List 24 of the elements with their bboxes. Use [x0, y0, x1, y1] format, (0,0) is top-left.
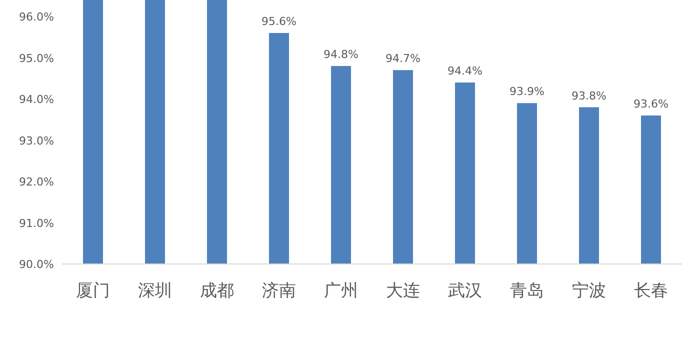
data-label: 94.4%: [448, 64, 482, 78]
x-tick-label: 宁波: [572, 281, 606, 301]
x-tick-label: 长春: [634, 281, 668, 301]
y-tick-label: 91.0%: [19, 216, 54, 230]
y-tick-label: 93.0%: [19, 134, 54, 148]
x-tick-label: 广州: [324, 281, 358, 301]
data-label: 93.8%: [572, 89, 606, 102]
data-label: 94.7%: [386, 52, 420, 66]
y-tick-label: 96.0%: [19, 10, 54, 24]
data-label: 94.8%: [324, 48, 358, 61]
x-tick-label: 成都: [200, 281, 234, 301]
y-tick-label: 90.0%: [19, 258, 54, 271]
x-tick-label: 厦门: [76, 281, 110, 301]
x-tick-label: 大连: [386, 281, 420, 301]
data-label: 93.9%: [510, 85, 544, 98]
x-tick-label: 武汉: [448, 281, 482, 301]
y-tick-label: 92.0%: [19, 176, 54, 188]
y-tick-label: 94.0%: [19, 93, 54, 106]
data-label: 93.6%: [634, 98, 668, 110]
y-tick-label: 95.0%: [19, 52, 54, 65]
x-tick-label: 济南: [262, 281, 296, 301]
data-label: 95.6%: [262, 15, 296, 28]
x-tick-label: 深圳: [138, 281, 172, 301]
x-tick-label: 青岛: [510, 281, 544, 301]
